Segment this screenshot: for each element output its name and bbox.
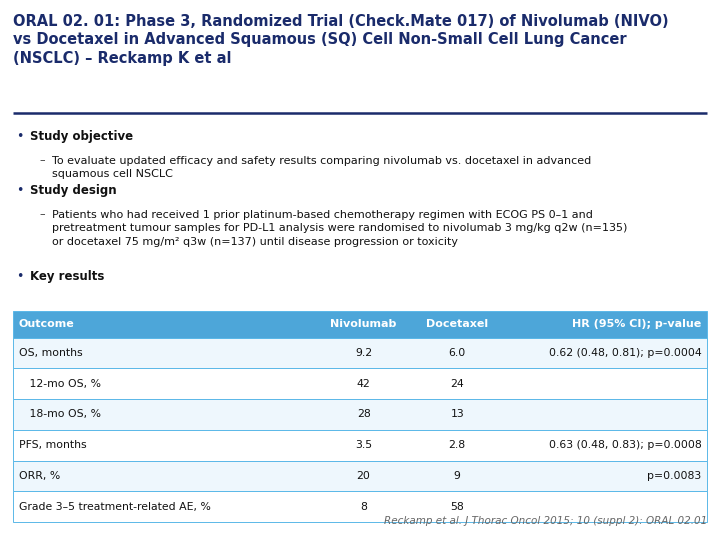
Text: Docetaxel: Docetaxel bbox=[426, 319, 488, 329]
Text: •: • bbox=[16, 184, 23, 197]
Bar bbox=[13, 491, 707, 522]
Text: Grade 3–5 treatment-related AE, %: Grade 3–5 treatment-related AE, % bbox=[19, 502, 210, 512]
Text: Study objective: Study objective bbox=[30, 130, 133, 143]
Bar bbox=[13, 430, 707, 461]
Bar bbox=[13, 338, 707, 368]
Text: To evaluate updated efficacy and safety results comparing nivolumab vs. docetaxe: To evaluate updated efficacy and safety … bbox=[52, 156, 591, 179]
Text: Key results: Key results bbox=[30, 270, 104, 283]
Bar bbox=[13, 368, 707, 399]
Bar bbox=[13, 461, 707, 491]
Text: 18-mo OS, %: 18-mo OS, % bbox=[19, 409, 101, 420]
Bar bbox=[13, 310, 707, 338]
Text: –: – bbox=[40, 210, 45, 220]
Text: 9.2: 9.2 bbox=[355, 348, 372, 358]
Text: Outcome: Outcome bbox=[19, 319, 74, 329]
Text: •: • bbox=[16, 130, 23, 143]
Text: p=0.0083: p=0.0083 bbox=[647, 471, 701, 481]
Text: 13: 13 bbox=[450, 409, 464, 420]
Text: Patients who had received 1 prior platinum-based chemotherapy regimen with ECOG : Patients who had received 1 prior platin… bbox=[52, 210, 627, 247]
Text: 3.5: 3.5 bbox=[355, 440, 372, 450]
Text: ORR, %: ORR, % bbox=[19, 471, 60, 481]
Text: Reckamp et al. J Thorac Oncol 2015; 10 (suppl 2): ORAL 02.01: Reckamp et al. J Thorac Oncol 2015; 10 (… bbox=[384, 516, 707, 526]
Text: OS, months: OS, months bbox=[19, 348, 82, 358]
Text: 12-mo OS, %: 12-mo OS, % bbox=[19, 379, 101, 389]
Text: 24: 24 bbox=[450, 379, 464, 389]
Text: 42: 42 bbox=[356, 379, 371, 389]
Text: PFS, months: PFS, months bbox=[19, 440, 86, 450]
Text: –: – bbox=[40, 156, 45, 166]
Text: 20: 20 bbox=[356, 471, 371, 481]
Text: 6.0: 6.0 bbox=[449, 348, 466, 358]
Bar bbox=[13, 399, 707, 430]
Text: Study design: Study design bbox=[30, 184, 117, 197]
Text: 8: 8 bbox=[360, 502, 367, 512]
Text: ORAL 02. 01: Phase 3, Randomized Trial (Check.Mate 017) of Nivolumab (NIVO)
vs D: ORAL 02. 01: Phase 3, Randomized Trial (… bbox=[13, 14, 669, 66]
Text: •: • bbox=[16, 270, 23, 283]
Text: 2.8: 2.8 bbox=[449, 440, 466, 450]
Text: Nivolumab: Nivolumab bbox=[330, 319, 397, 329]
Text: 0.63 (0.48, 0.83); p=0.0008: 0.63 (0.48, 0.83); p=0.0008 bbox=[549, 440, 701, 450]
Text: 9: 9 bbox=[454, 471, 461, 481]
Text: 58: 58 bbox=[450, 502, 464, 512]
Text: HR (95% CI); p-value: HR (95% CI); p-value bbox=[572, 319, 701, 329]
Text: 28: 28 bbox=[356, 409, 371, 420]
Text: 0.62 (0.48, 0.81); p=0.0004: 0.62 (0.48, 0.81); p=0.0004 bbox=[549, 348, 701, 358]
